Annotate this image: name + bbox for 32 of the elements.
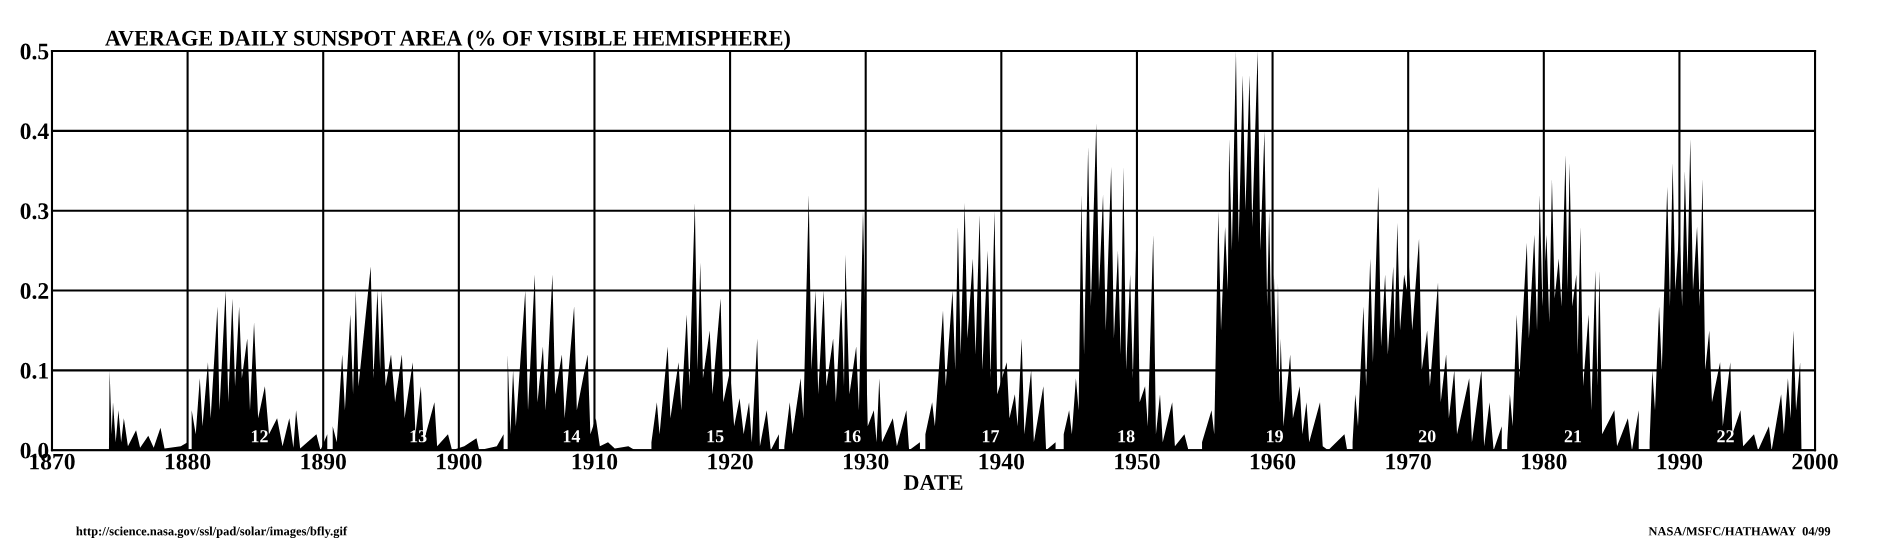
annotation: 20	[1418, 430, 1436, 443]
annotation: 14	[563, 430, 581, 443]
y-tick-label: 0.4	[20, 123, 49, 140]
y-tick-label: 0.2	[20, 283, 49, 300]
x-tick-label: 1930	[843, 453, 889, 470]
x-tick-label: 1890	[301, 453, 346, 470]
annotation: 18	[1118, 430, 1135, 443]
annotation: 22	[1717, 430, 1734, 443]
x-tick-label: 1880	[165, 453, 211, 470]
x-tick-label: 1980	[1522, 453, 1567, 470]
x-tick-label: 1960	[1250, 453, 1296, 470]
x-tick-label: 1940	[979, 453, 1025, 470]
x-tick-label: 2000	[1792, 453, 1838, 470]
annotation: 16	[844, 430, 861, 443]
y-tick-label: 0.3	[20, 203, 49, 220]
text: NASA/MSFC/HATHAWAY 04/99	[1648, 527, 1831, 536]
x-tick-label: 1970	[1386, 453, 1431, 470]
x-tick-label: 1900	[437, 453, 482, 470]
x-tick-label: 1910	[572, 453, 618, 470]
y-tick-label: 0.1	[20, 362, 48, 379]
annotation: 15	[707, 430, 724, 443]
annotation: 19	[1267, 430, 1283, 443]
text: http://science.nasa.gov/ssl/pad/solar/images/bfly.gif	[76, 526, 348, 539]
chart-title: AVERAGE DAILY SUNSPOT AREA (% OF VISIBLE HEMISPHERE)	[105, 30, 790, 51]
x-tick-label: 1920	[708, 453, 753, 470]
annotation: 21	[1564, 430, 1582, 443]
annotation: 12	[251, 430, 268, 443]
x-axis-title: DATE	[903, 475, 963, 490]
x-tick-label: 1990	[1657, 453, 1703, 470]
y-tick-label: 0.5	[20, 43, 49, 60]
annotation: 17	[982, 430, 1000, 443]
x-tick-label: 1950	[1115, 453, 1160, 470]
